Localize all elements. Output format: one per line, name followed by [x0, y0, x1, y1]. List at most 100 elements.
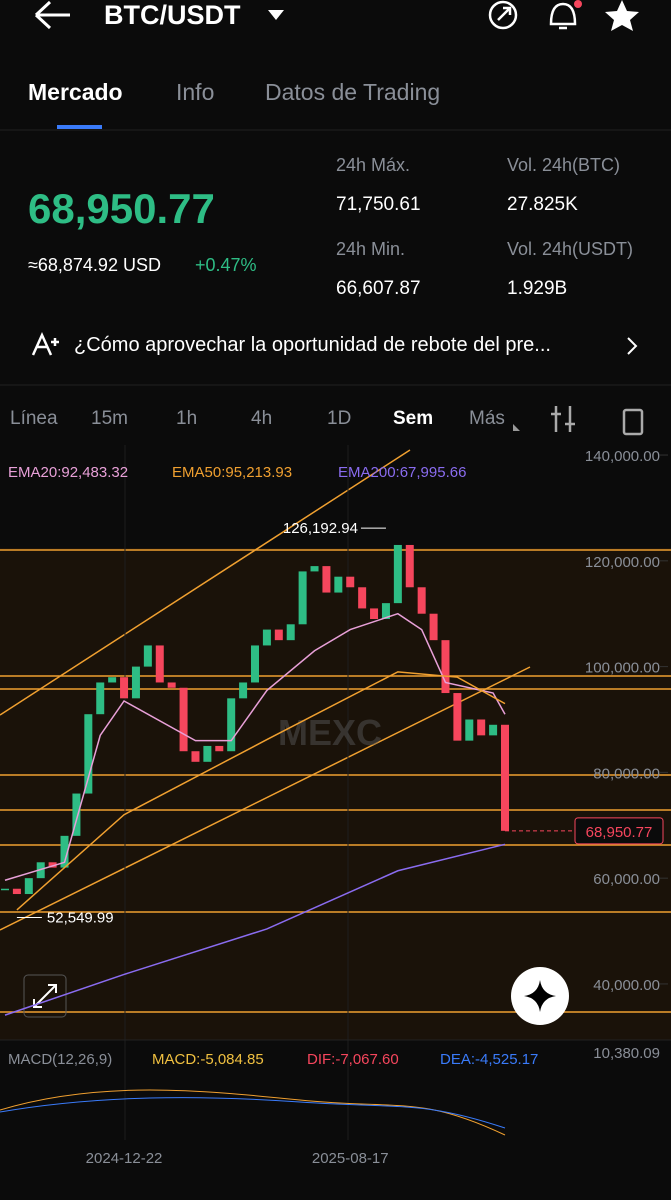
y-tick-label: 60,000.00: [593, 871, 660, 888]
indicator-legend: EMA200:67,995.66: [338, 464, 466, 481]
more-caret: [513, 424, 520, 431]
last-price-label: 68,950.77: [586, 824, 653, 841]
star-icon[interactable]: [605, 0, 639, 31]
candle: [381, 603, 390, 620]
candle: [179, 687, 188, 752]
candle: [227, 698, 236, 752]
zone-background: [0, 548, 671, 1040]
candle: [453, 693, 462, 741]
candle: [477, 719, 486, 736]
indicator-line: [16, 671, 506, 911]
y-tick-label: 140,000.00: [585, 448, 660, 465]
candle: [405, 544, 414, 588]
candle: [489, 724, 498, 736]
candle: [286, 624, 295, 641]
candle: [346, 576, 355, 588]
y-tick-label: 100,000.00: [585, 660, 660, 677]
candle: [310, 566, 319, 572]
candle: [262, 629, 271, 646]
tab-underline: [57, 125, 102, 129]
banner[interactable]: ¿Cómo aprovechar la oportunidad de rebot…: [74, 334, 551, 356]
candle: [429, 613, 438, 641]
candle: [274, 629, 283, 641]
chevron[interactable]: [627, 337, 638, 355]
macd-value: MACD:-5,084.85: [152, 1051, 264, 1068]
candle: [143, 645, 152, 667]
ai-icon: [31, 331, 59, 356]
candle: [12, 888, 21, 895]
candle: [215, 745, 224, 752]
chrome-icons: [0, 0, 671, 436]
x-tick-label: 2025-08-17: [312, 1150, 389, 1167]
candle: [298, 571, 307, 625]
timeframe[interactable]: Línea: [10, 408, 58, 429]
indicator-line: [4, 612, 506, 881]
annotation: 52,549.99: [47, 910, 114, 927]
candle: [334, 576, 343, 593]
candle: [167, 682, 176, 688]
candle: [131, 666, 140, 699]
candle: [370, 608, 379, 620]
dea-value: DEA:-4,525.17: [440, 1051, 538, 1068]
timeframe[interactable]: 1h: [176, 408, 198, 429]
indicator-legend: EMA50:95,213.93: [172, 464, 292, 481]
tab[interactable]: Info: [176, 79, 215, 105]
stat-label: 24h Min.: [336, 239, 406, 259]
dea-line: [0, 1097, 506, 1129]
layout-icon[interactable]: [622, 408, 644, 436]
candle: [501, 724, 509, 831]
notification-dot: [574, 0, 582, 8]
candle: [239, 682, 248, 699]
candle: [60, 835, 69, 868]
x-tick-label: 2024-12-22: [86, 1150, 163, 1167]
timeframe[interactable]: 4h: [251, 408, 273, 429]
vertical-grid: [124, 445, 349, 1140]
tab[interactable]: Mercado: [28, 79, 123, 105]
candle: [24, 878, 33, 895]
candle: [417, 587, 426, 614]
change: +0.47%: [195, 255, 257, 275]
macd-line: [0, 1089, 506, 1136]
expand-button[interactable]: [23, 974, 67, 1018]
candle: [191, 751, 200, 762]
dropdown-icon[interactable]: [268, 10, 284, 20]
indicator-legend: EMA20:92,483.32: [8, 464, 128, 481]
stat-value: 66,607.87: [336, 278, 421, 299]
last-price-box: [574, 817, 664, 845]
timeframe[interactable]: Más: [469, 408, 505, 429]
candle: [441, 640, 450, 694]
bell-icon[interactable]: [549, 2, 577, 30]
timeframe[interactable]: Sem: [393, 408, 434, 429]
stat-label: Vol. 24h(BTC): [507, 155, 621, 175]
candle: [155, 645, 164, 683]
share-icon[interactable]: [488, 0, 518, 30]
candle: [1, 888, 9, 891]
y-tick-label: 40,000.00: [593, 977, 660, 994]
candle: [203, 745, 212, 762]
candle: [108, 677, 117, 683]
y-tick-label: 80,000.00: [593, 765, 660, 782]
watermark: MEXC: [278, 712, 382, 753]
stat-label: 24h Máx.: [336, 155, 411, 175]
macd-title: MACD(12,26,9): [8, 1051, 112, 1068]
tab[interactable]: Datos de Trading: [265, 79, 441, 105]
macd-scale: 10,380.09: [593, 1045, 660, 1062]
stat-label: Vol. 24h(USDT): [507, 239, 634, 259]
candle: [465, 719, 474, 741]
candle: [48, 862, 57, 868]
stat-value: 27.825K: [507, 194, 578, 215]
y-tick-label: 120,000.00: [585, 554, 660, 571]
drawings: [0, 449, 671, 1013]
candle: [358, 587, 367, 609]
candle: [84, 714, 93, 794]
last-price: 68,950.77: [28, 185, 215, 232]
stat-value: 1.929B: [507, 278, 568, 299]
usd-price: ≈68,874.92 USD: [28, 255, 161, 275]
back-icon[interactable]: [34, 0, 70, 30]
indicator-icon[interactable]: [551, 406, 575, 432]
timeframe[interactable]: 15m: [91, 408, 128, 429]
pair-title[interactable]: BTC/USDT: [104, 0, 241, 30]
timeframe[interactable]: 1D: [327, 408, 352, 429]
ai-button-icon: [524, 980, 556, 1012]
